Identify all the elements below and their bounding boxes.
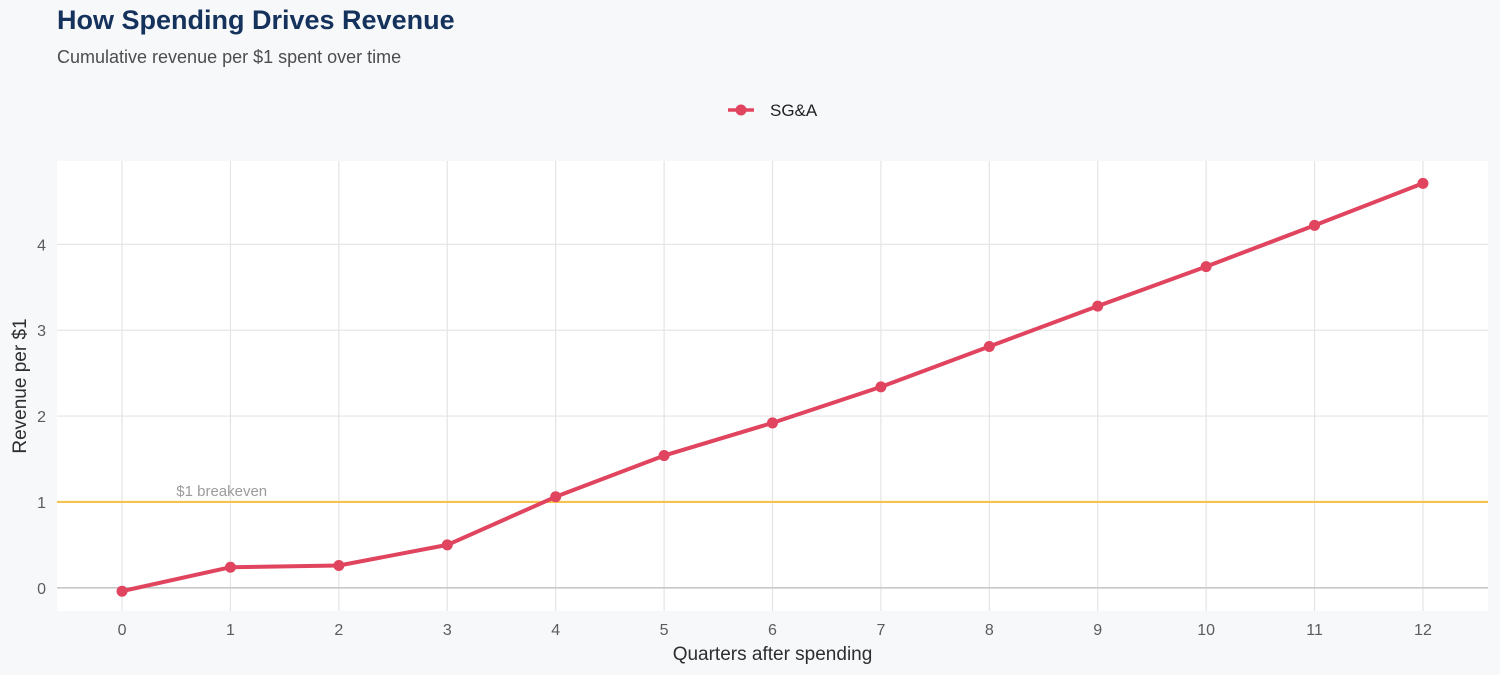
x-tick-label: 12 xyxy=(1414,622,1432,639)
data-point xyxy=(116,585,128,597)
x-tick-label: 3 xyxy=(443,622,452,639)
data-point xyxy=(224,561,236,573)
data-point xyxy=(875,381,887,393)
x-tick-label: 11 xyxy=(1306,622,1323,639)
data-point xyxy=(658,450,670,462)
data-point xyxy=(767,417,778,429)
data-point xyxy=(441,539,453,551)
x-axis-title: Quarters after spending xyxy=(673,644,873,665)
data-point xyxy=(333,559,345,571)
x-tick-label: 4 xyxy=(551,622,560,639)
x-tick-label: 6 xyxy=(768,622,777,639)
x-tick-label: 5 xyxy=(660,622,669,639)
breakeven-label: $1 breakeven xyxy=(176,483,267,500)
data-point xyxy=(1309,219,1321,231)
x-tick-label: 10 xyxy=(1197,622,1215,639)
legend: SG&A xyxy=(728,101,818,120)
x-tick-label: 0 xyxy=(118,622,127,639)
x-tick-label: 7 xyxy=(876,622,885,639)
data-point xyxy=(1092,300,1104,312)
y-tick-label: 1 xyxy=(37,495,46,512)
gridlines xyxy=(57,161,1488,611)
data-point xyxy=(550,491,562,503)
y-axis-title: Revenue per $1 xyxy=(10,318,31,453)
legend-swatch-marker xyxy=(735,104,747,116)
data-point xyxy=(1417,177,1429,189)
y-tick-label: 4 xyxy=(37,237,46,254)
series-layer xyxy=(116,177,1429,597)
y-tick-label: 2 xyxy=(37,409,46,426)
y-axis-ticks: 0 1 2 3 4 xyxy=(37,237,46,598)
chart-title: How Spending Drives Revenue xyxy=(57,5,455,35)
x-tick-label: 1 xyxy=(226,622,235,639)
data-point xyxy=(1200,261,1212,273)
x-tick-label: 9 xyxy=(1093,622,1102,639)
data-point xyxy=(983,340,995,352)
x-tick-label: 2 xyxy=(334,622,343,639)
y-tick-label: 3 xyxy=(37,323,46,340)
x-tick-label: 8 xyxy=(985,622,994,639)
legend-label-sga: SG&A xyxy=(770,101,818,120)
chart-subtitle: Cumulative revenue per $1 spent over tim… xyxy=(57,47,402,67)
y-tick-label: 0 xyxy=(37,581,46,598)
x-axis-ticks: 0 1 2 3 4 5 6 7 8 9 10 11 12 xyxy=(118,622,1432,639)
